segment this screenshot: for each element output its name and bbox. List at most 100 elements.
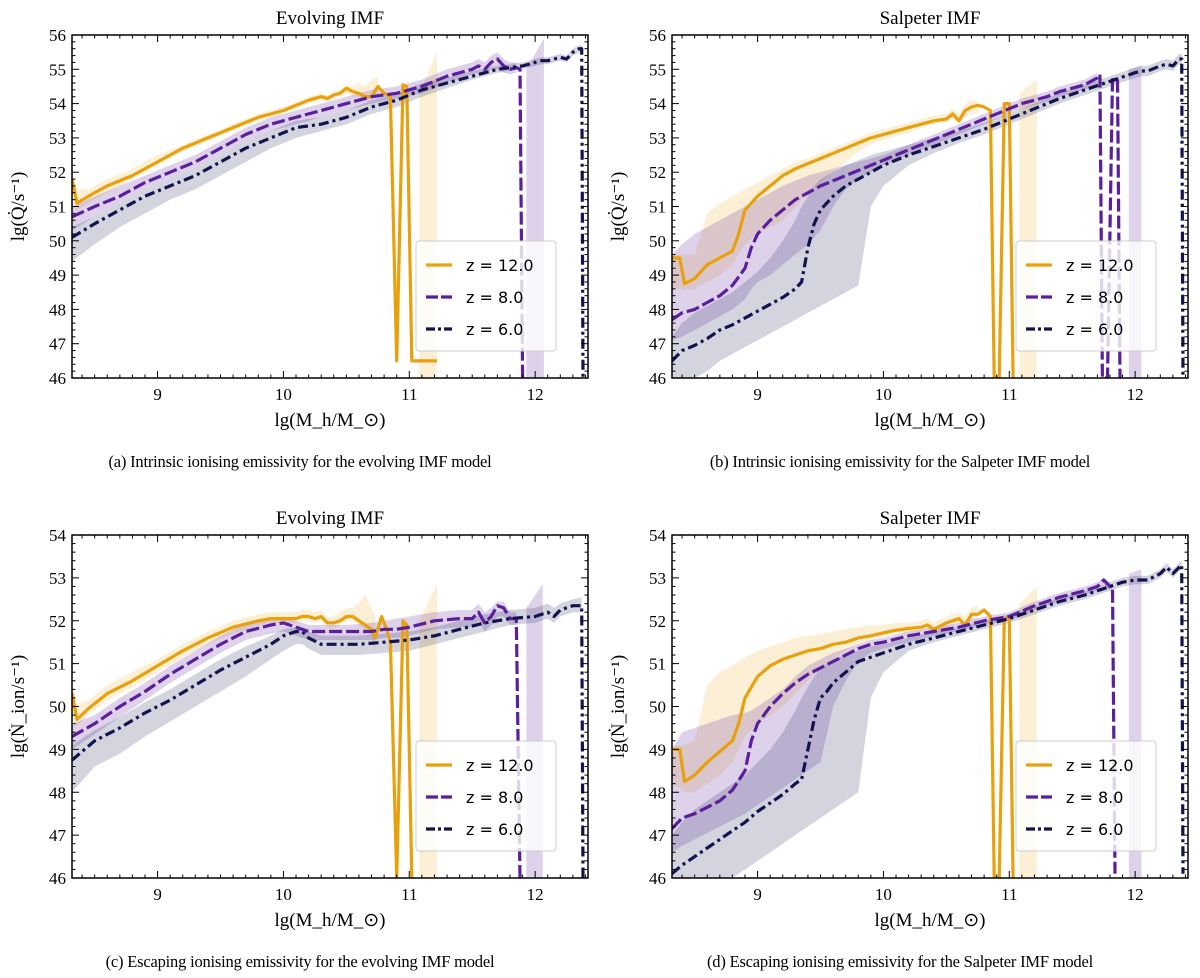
plot-area [672, 53, 1185, 378]
chart-d: Salpeter IMF 9 10 11 12 46 47 48 49 50 51 52 53 54 lg(… [608, 508, 1189, 931]
x-tick-label: 11 [1001, 885, 1017, 904]
y-tick-label: 49 [49, 740, 66, 759]
series-line-z12 [672, 608, 1015, 878]
band-z12 [672, 605, 978, 793]
ticks [72, 534, 588, 879]
x-tick-label: 12 [1127, 885, 1144, 904]
series-line-z8 [72, 604, 522, 878]
x-tick-label: 11 [1001, 385, 1017, 404]
y-tick-label: 53 [649, 569, 666, 588]
y-tick-label: 52 [49, 163, 66, 182]
caption-d: (d) Escaping ionising emissivity for the… [707, 952, 1093, 971]
y-tick-label: 51 [649, 198, 666, 217]
y-tick-label: 50 [49, 232, 66, 251]
panel-d: Salpeter IMF 9 10 11 12 46 47 48 49 50 51 52 53 54 lg(… [600, 500, 1200, 950]
y-tick-label: 52 [649, 163, 666, 182]
band-z6 [672, 560, 1182, 878]
legend-label: z = 8.0 [466, 288, 523, 307]
legend-label: z = 12.0 [466, 256, 534, 275]
y-tick-label: 47 [649, 826, 667, 845]
caption-c: (c) Escaping ionising emissivity for the… [105, 952, 495, 971]
y-tick-label: 50 [649, 232, 666, 251]
chart-title: Salpeter IMF [880, 508, 981, 529]
y-tick-label: 46 [49, 869, 66, 888]
band-z6 [672, 53, 1182, 378]
legend-label: z = 6.0 [1066, 820, 1123, 839]
x-tick-label: 10 [875, 385, 892, 404]
legend-label: z = 6.0 [466, 820, 523, 839]
x-tick-label: 9 [753, 885, 762, 904]
legend: z = 12.0 z = 8.0 z = 6.0 [415, 740, 557, 852]
legend-label: z = 8.0 [1066, 788, 1123, 807]
x-tick-label: 11 [401, 885, 417, 904]
x-tick-label: 12 [527, 885, 544, 904]
x-tick-label: 9 [153, 385, 162, 404]
series-line-z12 [72, 83, 437, 363]
legend-label: z = 8.0 [466, 788, 523, 807]
x-tick-label: 12 [527, 385, 544, 404]
y-tick-label: 53 [49, 129, 66, 148]
y-tick-label: 48 [649, 783, 666, 802]
legend: z = 12.0 z = 8.0 z = 6.0 [1015, 240, 1157, 352]
caption-b: (b) Intrinsic ionising emissivity for th… [709, 452, 1091, 471]
y-tick-label: 46 [649, 869, 666, 888]
legend-label: z = 8.0 [1066, 288, 1123, 307]
y-tick-label: 54 [49, 526, 67, 545]
y-tick-label: 54 [649, 95, 667, 114]
y-axis-label: lg(Ṅ_ion/s⁻¹) [8, 655, 29, 758]
x-tick-label: 10 [875, 885, 892, 904]
legend-label: z = 6.0 [466, 320, 523, 339]
x-axis-label: lg(M_h/M_⊙) [875, 910, 986, 931]
y-tick-label: 56 [649, 26, 666, 45]
series-line-z6 [672, 563, 1185, 875]
legend-box [1015, 240, 1157, 352]
y-tick-label: 47 [49, 826, 67, 845]
chart-title: Evolving IMF [276, 8, 384, 29]
y-tick-label: 52 [49, 612, 66, 631]
y-tick-label: 51 [49, 655, 66, 674]
y-tick-label: 48 [49, 300, 66, 319]
y-tick-label: 46 [649, 369, 666, 388]
y-tick-label: 50 [49, 698, 66, 717]
x-axis-label: lg(M_h/M_⊙) [275, 410, 386, 431]
band-z8 [672, 577, 1110, 853]
y-tick-label: 47 [49, 335, 67, 354]
y-tick-label: 56 [49, 26, 66, 45]
y-tick-label: 47 [649, 335, 667, 354]
band-z8 [672, 72, 1098, 341]
y-tick-label: 48 [649, 300, 666, 319]
x-tick-label: 9 [153, 885, 162, 904]
y-tick-label: 54 [649, 526, 667, 545]
x-tick-label: 10 [275, 885, 292, 904]
series-line-z6 [72, 47, 585, 378]
series-line-z8 [72, 57, 525, 378]
x-tick-label: 12 [1127, 385, 1144, 404]
x-axis-label: lg(M_h/M_⊙) [875, 410, 986, 431]
y-tick-label: 52 [649, 612, 666, 631]
x-axis-label: lg(M_h/M_⊙) [275, 910, 386, 931]
x-tick-label: 10 [275, 385, 292, 404]
legend-label: z = 12.0 [1066, 256, 1134, 275]
chart-b: Salpeter IMF 9 10 11 12 46 47 48 49 50 51 52 53 54 55 5… [606, 8, 1189, 431]
series-line-z8 [672, 72, 1122, 378]
y-tick-label: 50 [649, 698, 666, 717]
y-tick-label: 49 [649, 740, 666, 759]
y-axis-label: lg(Q̇/s⁻¹) [6, 172, 29, 242]
panel-b: Salpeter IMF 9 10 11 12 46 47 48 49 50 51 52 53 54 55 5… [600, 0, 1200, 450]
y-tick-label: 54 [49, 95, 67, 114]
series-line-z6 [672, 57, 1185, 378]
chart-c: Evolving IMF 9 10 11 12 46 47 48 49 50 51 52 53 54 lg(… [8, 508, 589, 931]
y-tick-label: 46 [49, 369, 66, 388]
y-tick-label: 48 [49, 783, 66, 802]
y-tick-label: 55 [649, 60, 666, 79]
series-line-z12 [72, 614, 414, 878]
band-z6 [72, 45, 582, 262]
y-tick-label: 49 [649, 266, 666, 285]
series-line-z12 [672, 102, 1015, 378]
legend: z = 12.0 z = 8.0 z = 6.0 [1015, 740, 1157, 852]
y-tick-label: 55 [49, 60, 66, 79]
ticks [672, 534, 1188, 879]
legend-label: z = 12.0 [1066, 756, 1134, 775]
y-axis-label: lg(Ṅ_ion/s⁻¹) [608, 655, 629, 758]
chart-a: Evolving IMF 9 10 11 12 46 47 48 49 50 51 52 53 54 55 5… [6, 8, 589, 431]
